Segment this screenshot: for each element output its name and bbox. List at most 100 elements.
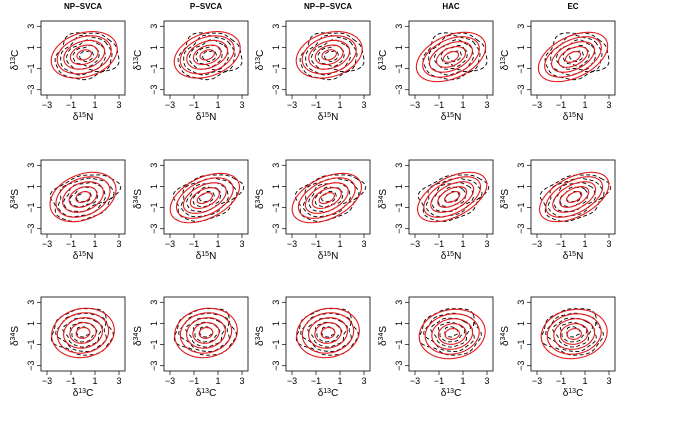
x-tick-label: 3	[239, 100, 244, 110]
empirical-contour	[192, 321, 221, 343]
panel: −3 −1 1 3 −3 −1 1 3	[516, 159, 616, 249]
fitted-contour	[435, 46, 467, 68]
y-tick-label: −1	[26, 63, 36, 73]
y-tick-label: 1	[271, 184, 281, 189]
x-axis-label: δ15N	[563, 112, 584, 124]
fitted-contour	[175, 177, 234, 219]
x-tick-label: 3	[239, 239, 244, 249]
plot-frame	[285, 20, 371, 96]
fitted-contour	[442, 50, 460, 63]
y-axis-label: δ34S	[255, 326, 267, 346]
plot-frame	[40, 20, 126, 96]
x-tick-label: −1	[434, 376, 444, 386]
y-tick-label: −1	[149, 63, 159, 73]
panel: −3 −1 1 3 −3 −1 1 3	[149, 296, 249, 386]
x-axis-label: δ13C	[196, 388, 217, 400]
empirical-contour	[317, 44, 345, 67]
panel: −3 −1 1 3 −3 −1 1 3	[516, 296, 616, 386]
x-tick-label: −1	[556, 100, 566, 110]
x-tick-label: 1	[460, 376, 465, 386]
fitted-contour	[49, 171, 117, 223]
column-title: NP−SVCA	[64, 2, 102, 11]
fitted-contour	[186, 317, 226, 349]
empirical-contour	[49, 174, 122, 222]
fitted-contour	[62, 181, 104, 213]
y-tick-label: 3	[516, 300, 526, 305]
fitted-contour	[75, 191, 91, 203]
empirical-contour	[72, 44, 100, 67]
x-axis-label: δ15N	[73, 112, 94, 124]
x-tick-label: −3	[410, 100, 420, 110]
x-tick-label: 1	[582, 239, 587, 249]
empirical-contour	[559, 321, 588, 343]
x-tick-label: −1	[556, 239, 566, 249]
x-tick-label: 3	[606, 100, 611, 110]
y-tick-label: −3	[394, 224, 404, 234]
empirical-contour	[300, 312, 352, 353]
fitted-contour	[551, 41, 595, 73]
y-tick-label: −3	[394, 85, 404, 95]
fitted-contour	[182, 182, 227, 214]
fitted-contour	[415, 31, 487, 83]
panel: −3 −1 1 3 −3 −1 1 3	[271, 20, 371, 110]
plot-frame	[163, 296, 249, 372]
y-axis-label: δ34S	[10, 326, 22, 346]
fitted-contour	[416, 171, 488, 223]
panel: −3 −1 1 3 −3 −1 1 3	[271, 159, 371, 249]
fitted-contour	[174, 307, 238, 359]
panel: −3 −1 1 3 −3 −1 1 3	[394, 296, 494, 386]
fitted-contour	[418, 308, 486, 360]
y-tick-label: 1	[149, 45, 159, 50]
x-tick-label: −1	[66, 376, 76, 386]
fitted-contour	[552, 181, 597, 213]
y-axis-label: δ34S	[133, 326, 145, 346]
y-tick-label: 3	[394, 163, 404, 168]
empirical-contour	[63, 182, 106, 212]
fitted-contour	[179, 35, 235, 75]
x-axis-label: δ15N	[196, 251, 217, 263]
x-tick-label: 3	[116, 239, 121, 249]
x-tick-label: −3	[410, 239, 420, 249]
x-tick-label: −3	[532, 100, 542, 110]
y-tick-label: 1	[149, 184, 159, 189]
plot-frame	[40, 296, 126, 372]
plot-frame	[285, 296, 371, 372]
y-tick-label: −3	[271, 224, 281, 234]
fitted-contour	[296, 307, 360, 359]
x-tick-label: 1	[460, 239, 465, 249]
x-tick-label: 1	[337, 100, 342, 110]
fitted-contour	[544, 36, 602, 78]
empirical-contour	[314, 186, 344, 208]
fitted-contour	[437, 323, 467, 345]
fitted-contour	[538, 171, 610, 223]
fitted-contour	[430, 181, 475, 213]
fitted-contour	[76, 49, 92, 61]
y-tick-label: 1	[26, 321, 36, 326]
fitted-contour	[308, 317, 348, 349]
x-tick-label: 1	[92, 376, 97, 386]
y-axis-label: δ34S	[255, 189, 267, 209]
fitted-contour	[437, 186, 468, 208]
x-axis-label: δ15N	[196, 112, 217, 124]
y-tick-label: 1	[26, 45, 36, 50]
fitted-contour	[566, 328, 582, 340]
fitted-contour	[304, 182, 349, 214]
x-tick-label: 3	[239, 376, 244, 386]
y-tick-label: −1	[149, 202, 159, 212]
fitted-contour	[546, 313, 602, 355]
y-tick-label: −3	[271, 361, 281, 371]
y-axis-label: δ13C	[255, 50, 267, 71]
x-tick-label: 1	[582, 376, 587, 386]
empirical-contour	[69, 321, 98, 343]
fitted-contour	[199, 49, 215, 61]
fitted-contour	[314, 44, 344, 66]
fitted-contour	[69, 44, 99, 66]
y-tick-label: 1	[516, 45, 526, 50]
empirical-contour	[183, 34, 236, 76]
fitted-contour	[75, 327, 91, 339]
y-axis-label: δ34S	[378, 326, 390, 346]
fitted-contour	[69, 322, 97, 344]
x-tick-label: −1	[556, 376, 566, 386]
empirical-contour	[305, 34, 358, 76]
plot-frame	[408, 159, 494, 235]
